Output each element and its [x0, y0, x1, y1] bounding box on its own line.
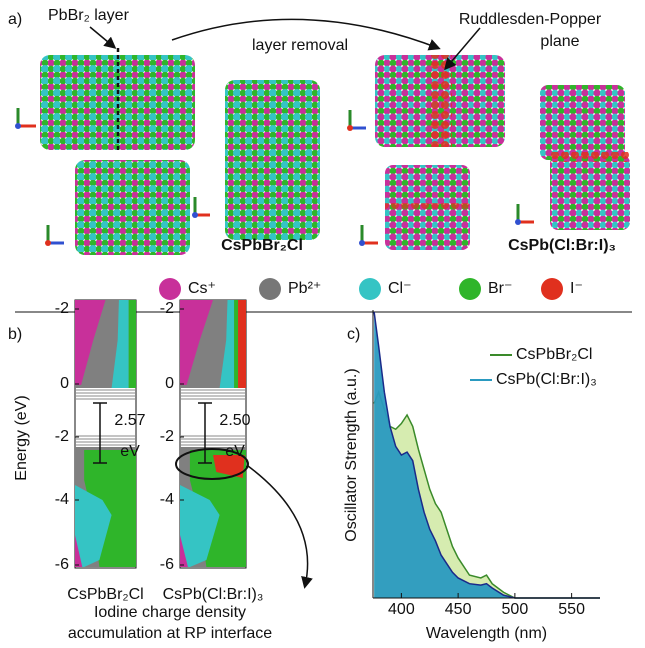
dos-br	[234, 300, 239, 388]
dos-cs-vb	[180, 535, 188, 567]
legend-label: CsPbBr₂Cl	[516, 346, 592, 363]
y-tick-label: -2	[55, 428, 69, 445]
annotation: Iodine charge density	[94, 604, 246, 621]
y-tick-label: -6	[55, 556, 69, 573]
legend-swatch	[359, 278, 381, 300]
series-line	[373, 389, 600, 599]
x-label: CsPb(Cl:Br:I)₃	[163, 586, 264, 603]
annotation: accumulation at RP interface	[68, 625, 272, 642]
y-tick-label: -2	[160, 300, 174, 317]
y-axis-label: Energy (eV)	[13, 395, 30, 480]
y-tick-label: 0	[165, 375, 174, 392]
dos-cl-vb	[75, 485, 112, 567]
legend-swatch	[159, 278, 181, 300]
dos-cs	[75, 300, 106, 385]
annotation-arrow	[247, 465, 313, 589]
dos-br	[128, 300, 136, 388]
legend-label: Cs⁺	[188, 280, 216, 297]
y-tick-label: -2	[55, 300, 69, 317]
y-tick-label: 0	[60, 375, 69, 392]
x-tick-label: 500	[502, 601, 529, 618]
y-axis-label: Oscillator Strength (a.u.)	[343, 368, 360, 541]
structure-label: CsPbBr₂Cl	[221, 237, 303, 254]
y-tick-label: -6	[160, 556, 174, 573]
area-fill	[374, 312, 600, 598]
dos-i	[238, 300, 246, 388]
gap-value: 2.57	[114, 412, 145, 429]
dos-cs	[180, 300, 213, 385]
dos-cl	[111, 300, 129, 388]
dos-cs-vb	[75, 535, 83, 567]
label: plane	[540, 33, 579, 50]
label: Ruddlesden-Popper	[459, 11, 602, 28]
legend-swatch	[541, 278, 563, 300]
gap-bracket	[93, 402, 107, 464]
series-line	[373, 311, 600, 599]
gap-bracket	[198, 402, 212, 464]
dos-cl	[219, 300, 235, 388]
label: c)	[347, 326, 360, 343]
x-tick-label: 450	[445, 601, 472, 618]
y-tick-label: -2	[160, 428, 174, 445]
legend-label: Br⁻	[488, 280, 512, 297]
legend-swatch	[259, 278, 281, 300]
label: b)	[8, 326, 22, 343]
x-tick-label: 400	[388, 601, 415, 618]
legend-label: CsPb(Cl:Br:I)₃	[496, 371, 597, 388]
highlight	[175, 448, 249, 480]
label: a)	[8, 11, 22, 28]
dos-cl-vb	[180, 485, 220, 567]
x-axis-label: Wavelength (nm)	[426, 625, 547, 642]
gap-value: 2.50	[219, 412, 250, 429]
legend-swatch	[459, 278, 481, 300]
label: PbBr₂ layer	[48, 7, 130, 24]
legend-label: Cl⁻	[388, 280, 412, 297]
x-tick-label: 550	[558, 601, 585, 618]
y-tick-label: -4	[160, 491, 174, 508]
x-label: CsPbBr₂Cl	[67, 586, 143, 603]
dos-i-vb	[213, 455, 245, 478]
y-tick-label: -4	[55, 491, 69, 508]
legend-label: I⁻	[570, 280, 583, 297]
legend-label: Pb²⁺	[288, 280, 321, 297]
panel-a-art	[15, 18, 632, 313]
gap-unit: eV	[120, 443, 140, 460]
structure-label: CsPb(Cl:Br:I)₃	[508, 237, 616, 254]
label: layer removal	[252, 37, 348, 54]
